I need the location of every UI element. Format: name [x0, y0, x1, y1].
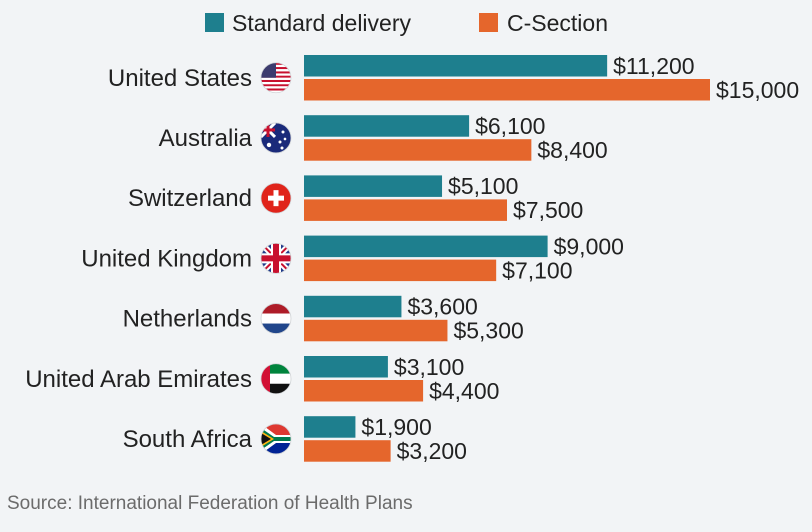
- data-label: $5,100: [448, 173, 518, 199]
- category-label: United States: [108, 65, 252, 92]
- bar-standard-delivery: [304, 416, 356, 438]
- australia-flag-icon: [260, 122, 292, 154]
- bar-c-section: [304, 79, 710, 101]
- category-label: South Africa: [123, 426, 253, 453]
- legend-swatch-standard: [205, 13, 224, 32]
- category-label: Netherlands: [123, 306, 252, 333]
- bar-standard-delivery: [304, 115, 470, 137]
- data-label: $3,200: [397, 438, 467, 464]
- data-label: $1,900: [361, 414, 431, 440]
- data-label: $3,600: [407, 294, 477, 320]
- data-label: $7,100: [502, 257, 572, 283]
- data-label: $15,000: [716, 77, 799, 103]
- bar-standard-delivery: [304, 55, 608, 77]
- legend-label-standard: Standard delivery: [232, 10, 411, 36]
- legend-label-csection: C-Section: [507, 10, 608, 36]
- legend: Standard delivery C-Section: [205, 10, 608, 36]
- data-label: $4,400: [429, 378, 499, 404]
- south-africa-flag-icon: [260, 423, 292, 455]
- data-label: $11,200: [613, 53, 694, 79]
- netherlands-flag-icon: [260, 303, 292, 334]
- bar-c-section: [304, 199, 507, 221]
- bar-standard-delivery: [304, 235, 548, 258]
- data-label: $3,100: [394, 354, 464, 380]
- data-label: $6,100: [475, 113, 545, 139]
- data-label: $7,500: [513, 197, 583, 223]
- uk-flag-icon: [260, 242, 292, 274]
- category-label: United Kingdom: [81, 245, 252, 272]
- bar-c-section: [304, 319, 448, 342]
- bar-c-section: [304, 259, 497, 282]
- bar-standard-delivery: [304, 175, 443, 197]
- us-flag-icon: [260, 62, 292, 94]
- bar-c-section: [304, 380, 424, 402]
- bar-c-section: [304, 440, 391, 462]
- bar-c-section: [304, 139, 532, 161]
- uae-flag-icon: [260, 363, 292, 395]
- category-label: United Arab Emirates: [25, 366, 252, 393]
- data-label: $8,400: [537, 137, 607, 163]
- data-label: $5,300: [453, 318, 523, 344]
- plot-area: United States $11,200 $15,000 Australia $6,1…: [25, 53, 799, 464]
- category-label: Switzerland: [128, 185, 252, 212]
- switzerland-flag-icon: [260, 182, 292, 214]
- bar-standard-delivery: [304, 295, 402, 318]
- source-note: Source: International Federation of Heal…: [7, 493, 413, 514]
- category-label: Australia: [159, 125, 253, 152]
- bar-standard-delivery: [304, 356, 388, 378]
- data-label: $9,000: [554, 233, 624, 259]
- legend-swatch-csection: [479, 13, 498, 32]
